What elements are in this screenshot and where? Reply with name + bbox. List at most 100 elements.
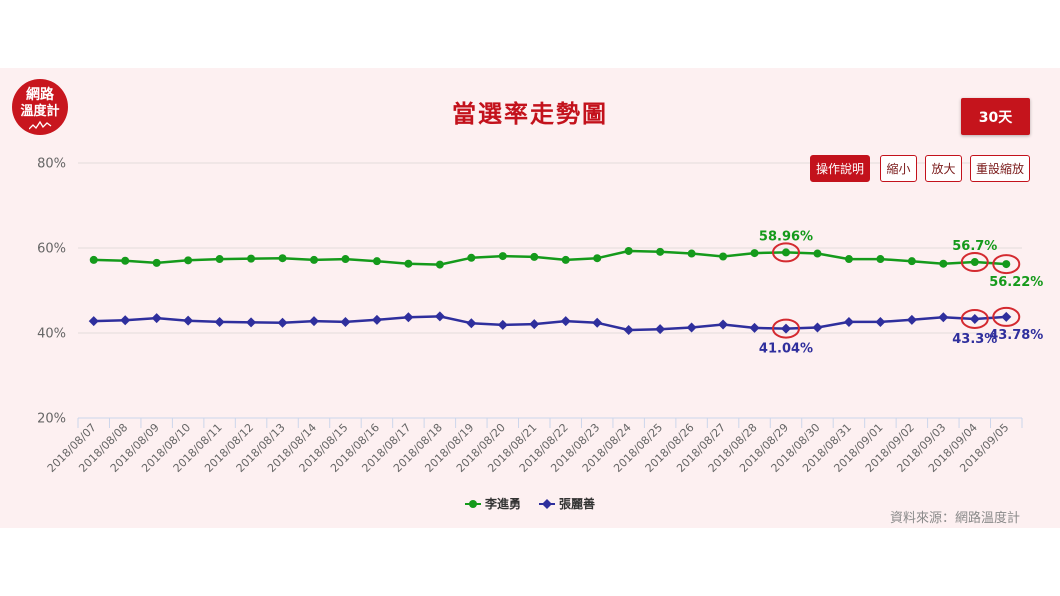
series-point[interactable] [341,255,350,264]
series-point[interactable] [656,247,665,256]
logo-line-2: 溫度計 [20,104,60,119]
series-point[interactable] [687,249,696,258]
series-point[interactable] [1002,260,1011,269]
series-point[interactable] [247,254,256,263]
series-point[interactable] [686,322,697,333]
series-point[interactable] [466,318,477,329]
series-point[interactable] [184,256,193,265]
series-point[interactable] [434,311,445,322]
y-tick-label: 80% [37,157,66,172]
highlight-ring [992,254,1021,275]
logo: 網路 溫度計 [12,79,68,135]
zoom-out-button[interactable]: 縮小 [880,155,917,182]
series-point[interactable] [120,315,131,326]
series-point[interactable] [624,246,633,255]
chart-legend: 李進勇 張麗善 [0,495,1060,512]
zoom-in-button[interactable]: 放大 [925,155,962,182]
series-point[interactable] [813,249,822,258]
highlight-ring [992,306,1021,327]
series-point[interactable] [404,259,413,268]
y-tick-label: 40% [37,327,66,342]
legend-item-series-1[interactable]: 李進勇 [464,495,521,512]
series-point[interactable] [89,255,98,264]
series-point[interactable] [152,258,161,267]
data-label: 56.7% [952,239,997,254]
series-point[interactable] [372,257,381,266]
series-point[interactable] [938,312,949,323]
series-point[interactable] [435,260,444,269]
series-point[interactable] [593,254,602,263]
help-button[interactable]: 操作說明 [810,155,870,182]
chart-panel: 20% 40% 60% 80% 2018/08/07 2018/08/08 2018/08/… [0,68,1060,528]
series-point[interactable] [467,253,476,262]
series-point[interactable] [498,252,507,261]
range-30-days-button[interactable]: 30天 [961,98,1030,135]
series-point[interactable] [88,316,99,327]
series-2-data-labels: 41.04% 43.3%43.78% [759,306,1043,357]
data-label: 56.22% [989,275,1043,290]
series-point[interactable] [781,323,791,334]
data-label: 58.96% [759,229,813,244]
legend-diamond-marker-icon [539,498,555,509]
series-point[interactable] [121,256,130,265]
series-point[interactable] [403,312,414,323]
legend-label: 李進勇 [484,497,521,511]
series-point[interactable] [749,322,760,333]
series-2 [88,311,1012,336]
legend-item-series-2[interactable]: 張麗善 [539,495,595,512]
series-point[interactable] [812,322,823,333]
source-note: 資料來源：網路溫度計 [889,511,1020,526]
series-point[interactable] [371,314,382,325]
series-point[interactable] [1001,311,1012,322]
reset-zoom-button[interactable]: 重設縮放 [970,155,1030,182]
series-point[interactable] [876,255,885,264]
series-point[interactable] [970,258,979,267]
series-point[interactable] [782,248,790,257]
series-point[interactable] [592,317,603,328]
legend-circle-marker-icon [464,499,481,508]
series-point[interactable] [969,313,980,324]
series-point[interactable] [750,249,759,258]
data-label: 43.78% [989,328,1043,343]
series-point[interactable] [497,319,508,330]
series-point[interactable] [340,316,351,327]
series-point[interactable] [246,317,257,328]
y-gridlines [78,162,1022,334]
series-point[interactable] [277,317,288,328]
series-point[interactable] [309,316,319,327]
series-point[interactable] [907,257,916,266]
data-label: 41.04% [759,342,813,357]
y-tick-label: 60% [37,242,66,257]
series-point[interactable] [214,316,225,327]
series-1 [89,246,1011,269]
series-point[interactable] [906,314,917,325]
series-point[interactable] [278,254,287,263]
highlight-ring [772,318,800,339]
y-tick-label: 20% [37,412,66,427]
series-point[interactable] [183,315,194,326]
x-axis: 2018/08/072018/08/082018/08/092018/08/10… [45,417,1023,475]
series-point[interactable] [529,319,540,330]
series-line [93,249,1007,266]
series-point[interactable] [215,255,224,264]
y-axis-labels: 20% 40% 60% 80% [37,157,66,427]
series-point[interactable] [844,255,853,264]
series-1-data-labels: 58.96% 56.7% 56.22% [759,229,1043,290]
series-point[interactable] [561,255,570,264]
series-point[interactable] [623,325,634,336]
series-line [93,315,1007,332]
series-point[interactable] [843,316,854,327]
series-point[interactable] [875,316,886,327]
series-point[interactable] [718,319,729,330]
series-point[interactable] [939,259,948,268]
highlight-ring [960,308,989,329]
series-point[interactable] [655,324,666,335]
data-label: 43.3% [952,332,997,347]
series-point[interactable] [719,252,728,261]
series-point[interactable] [151,313,162,324]
series-point[interactable] [560,316,571,327]
legend-label: 張麗善 [559,497,596,511]
logo-line-graph-icon [29,120,52,130]
series-point[interactable] [310,255,318,264]
series-point[interactable] [530,252,539,261]
